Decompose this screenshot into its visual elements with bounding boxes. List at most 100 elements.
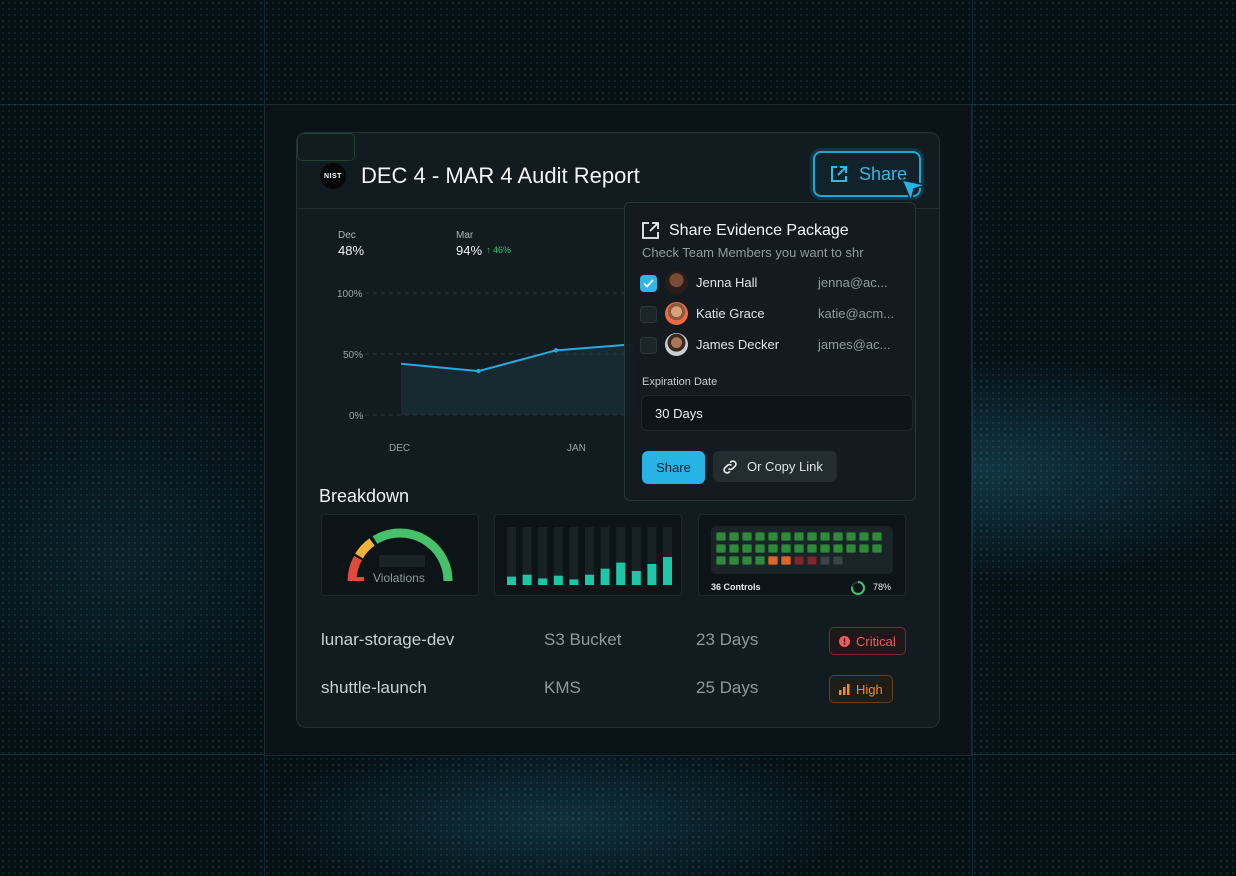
control-cell — [781, 556, 791, 565]
bar-track — [553, 527, 563, 585]
control-cell — [781, 532, 791, 541]
y-tick: 100% — [337, 289, 363, 300]
bar — [663, 557, 672, 585]
bar-track — [538, 527, 548, 585]
member-checkbox[interactable] — [640, 337, 657, 354]
popup-title: Share Evidence Package — [669, 222, 849, 239]
member-name: Jenna Hall — [696, 275, 758, 290]
series-line — [400, 343, 634, 373]
control-cell — [729, 556, 739, 565]
stat-delta-mar: ↑ 46% — [486, 245, 511, 255]
bar — [647, 564, 657, 585]
status-badge-critical: Critical — [829, 627, 906, 655]
control-cell — [820, 556, 830, 565]
check-icon — [643, 279, 654, 288]
member-email: katie@acm... — [818, 306, 895, 321]
control-cell — [716, 532, 726, 541]
control-cell — [755, 544, 765, 553]
member-email: jenna@ac... — [818, 275, 888, 290]
share-button[interactable]: Share — [813, 151, 921, 197]
member-name: Katie Grace — [696, 306, 765, 321]
share-evidence-popup: Share Evidence Package Check Team Member… — [624, 202, 916, 501]
control-cell — [742, 544, 752, 553]
data-point — [476, 368, 481, 374]
progress-ring-icon — [851, 581, 865, 595]
control-cell — [833, 544, 843, 553]
link-icon — [723, 459, 737, 474]
bar-chart-card — [494, 514, 682, 596]
gauge-center — [379, 555, 425, 567]
page-title: DEC 4 - MAR 4 Audit Report — [361, 163, 640, 188]
data-point — [553, 348, 559, 353]
status-badge-partial — [297, 133, 355, 161]
bar-track — [585, 527, 594, 585]
control-cell — [833, 556, 843, 565]
control-cell — [794, 532, 804, 541]
controls-card: 36 Controls 78% — [698, 514, 906, 596]
guide-line — [972, 0, 973, 876]
stat-label-dec: Dec — [338, 230, 356, 241]
member-row-katie[interactable]: Katie Grace katie@acm... — [640, 301, 902, 327]
control-cell — [742, 532, 752, 541]
expiration-label: Expiration Date — [642, 376, 718, 388]
copy-link-button[interactable]: Or Copy Link — [713, 451, 837, 482]
member-checkbox[interactable] — [640, 275, 657, 292]
bar-track — [600, 527, 610, 585]
control-cell — [768, 532, 778, 541]
share-button-label: Share — [859, 163, 908, 184]
member-name: James Decker — [696, 337, 780, 352]
control-cell — [742, 556, 752, 565]
bar-track — [616, 527, 626, 585]
member-row-james[interactable]: James Decker james@ac... — [640, 332, 902, 358]
bar-track — [631, 527, 641, 585]
arrow-up-icon: ↑ — [486, 245, 491, 255]
line-area — [401, 344, 634, 415]
y-tick: 50% — [343, 350, 364, 361]
control-cell — [859, 544, 869, 553]
bar-track — [663, 527, 672, 585]
controls-percent: 78% — [873, 582, 892, 592]
control-cell — [755, 532, 765, 541]
controls-grid — [716, 532, 888, 565]
bar — [507, 576, 516, 585]
external-link-icon — [831, 166, 847, 182]
bar — [538, 578, 548, 585]
bar-track — [522, 527, 532, 585]
control-cell — [794, 556, 804, 565]
control-cell — [768, 544, 778, 553]
control-cell — [820, 532, 830, 541]
alert-circle-icon — [839, 635, 850, 647]
control-cell — [729, 532, 739, 541]
avatar — [665, 333, 688, 356]
signal-bars-icon — [839, 683, 850, 695]
control-cell — [833, 532, 843, 541]
bar — [585, 574, 594, 585]
cursor-pointer-icon — [901, 179, 927, 203]
row-type: KMS — [544, 678, 581, 697]
avatar — [665, 302, 688, 325]
bar — [569, 579, 579, 585]
mini-bar-chart — [507, 527, 672, 585]
bar — [631, 571, 641, 585]
y-tick: 0% — [349, 411, 364, 422]
expiration-date-field[interactable]: 30 Days — [641, 395, 913, 431]
share-submit-button[interactable]: Share — [642, 451, 705, 484]
stat-label-mar: Mar — [456, 230, 474, 241]
row-name: shuttle-launch — [321, 678, 427, 697]
popup-subtitle: Check Team Members you want to shr — [642, 245, 864, 260]
violations-gauge — [347, 528, 453, 582]
control-cell — [807, 544, 817, 553]
bar-track — [569, 527, 579, 585]
gauge-segment-high — [355, 538, 375, 559]
member-email: james@ac... — [818, 337, 891, 352]
member-row-jenna[interactable]: Jenna Hall jenna@ac... — [640, 270, 902, 296]
badge-label: High — [856, 681, 883, 697]
control-cell — [729, 544, 739, 553]
control-cell — [781, 544, 791, 553]
control-cell — [846, 532, 856, 541]
copy-link-label: Or Copy Link — [747, 459, 823, 474]
control-cell — [807, 532, 817, 541]
member-checkbox[interactable] — [640, 306, 657, 323]
control-cell — [716, 556, 726, 565]
external-link-icon — [642, 222, 659, 239]
